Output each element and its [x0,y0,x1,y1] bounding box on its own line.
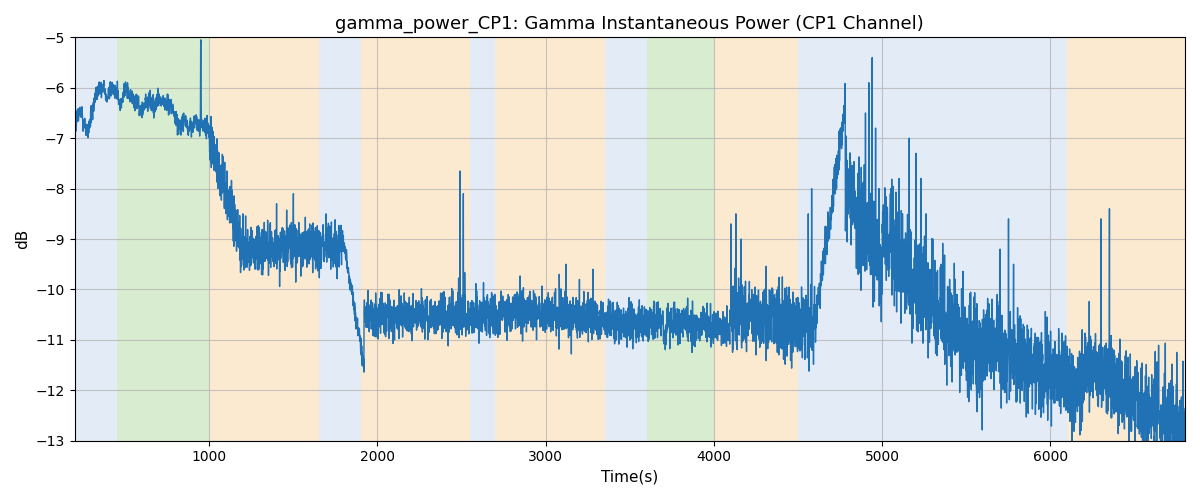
Bar [496,38,605,440]
Title: gamma_power_CP1: Gamma Instantaneous Power (CP1 Channel): gamma_power_CP1: Gamma Instantaneous Pow… [336,15,924,34]
Bar [318,38,361,440]
Bar [470,38,496,440]
Y-axis label: dB: dB [16,229,30,249]
Bar [209,38,318,440]
Bar [116,38,209,440]
Bar [361,38,470,440]
Bar [605,38,647,440]
Bar [1067,38,1186,440]
X-axis label: Time(s): Time(s) [601,470,659,485]
Bar [714,38,798,440]
Bar [74,38,116,440]
Bar [798,38,1067,440]
Bar [647,38,714,440]
